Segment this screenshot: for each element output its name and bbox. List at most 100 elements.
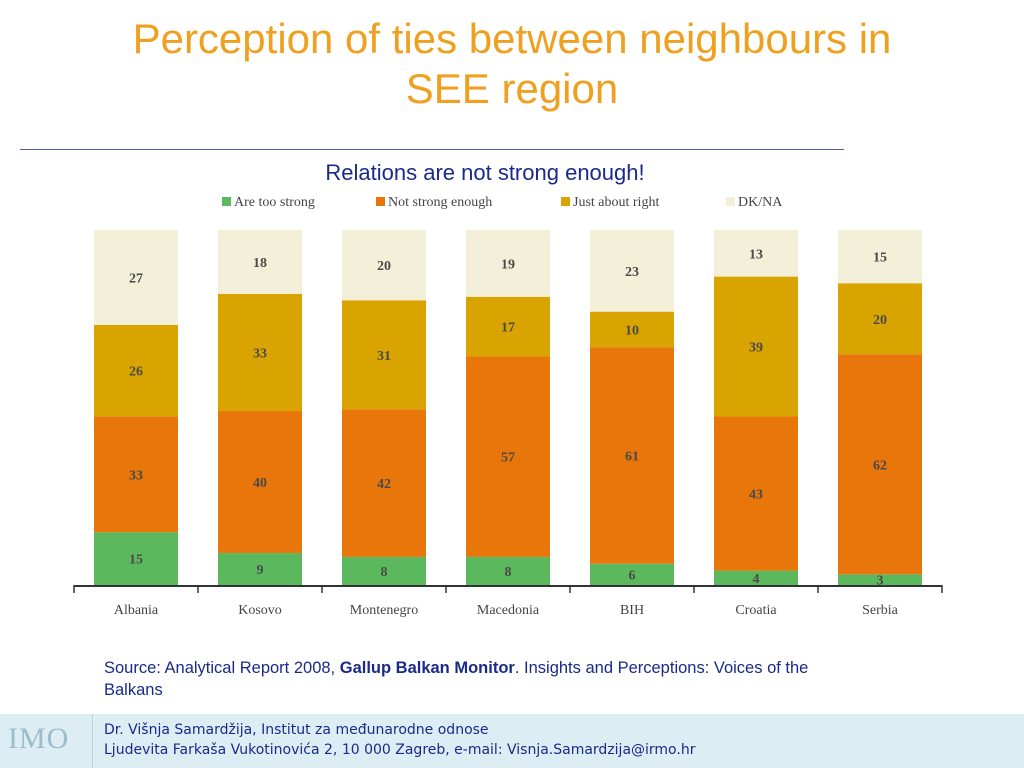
bar-segment-just-about-right — [714, 276, 798, 417]
legend-item-not-strong-enough: Not strong enough — [376, 195, 492, 210]
data-label: 57 — [501, 451, 515, 466]
legend-label: DK/NA — [738, 195, 783, 210]
data-label: 8 — [381, 565, 388, 580]
bar-segment-not-strong-enough — [466, 356, 550, 557]
bar-segment-dk-na — [466, 230, 550, 297]
title-divider — [20, 149, 844, 150]
bar-group-macedonia: 8 57 17 19 — [466, 230, 550, 585]
stacked-bar-chart: Are too strong Not strong enough Just abou… — [73, 195, 943, 618]
x-tick-label: Albania — [114, 603, 159, 618]
data-label: 15 — [129, 553, 143, 568]
data-label: 33 — [253, 346, 267, 361]
bar-segment-are-too-strong — [838, 574, 922, 585]
legend-swatch — [561, 197, 570, 206]
bar-segment-not-strong-enough — [590, 347, 674, 564]
source-note: Source: Analytical Report 2008, Gallup B… — [104, 657, 864, 701]
bar-group-albania: 15 33 26 27 — [94, 230, 178, 585]
source-suffix: . Insights and Perceptions: Voices of th… — [104, 659, 809, 699]
x-tick-label: Montenegro — [350, 603, 418, 618]
chart-legend: Are too strong Not strong enough Just abou… — [222, 195, 783, 210]
bar-segment-dk-na — [218, 230, 302, 294]
data-label: 42 — [377, 477, 391, 492]
data-label: 39 — [749, 341, 763, 356]
data-label: 3 — [877, 574, 884, 589]
bar-segment-dk-na — [590, 230, 674, 312]
data-label: 43 — [749, 488, 763, 503]
bar-segment-dk-na — [94, 230, 178, 325]
data-label: 9 — [257, 563, 264, 578]
footer-address: Ljudevita Farkaša Vukotinovića 2, 10 000… — [104, 742, 696, 758]
data-label: 26 — [129, 365, 143, 380]
x-tick-label: BIH — [620, 603, 644, 618]
data-label: 4 — [753, 572, 760, 587]
bar-segment-just-about-right — [466, 296, 550, 357]
legend-swatch — [726, 197, 735, 206]
data-label: 31 — [377, 349, 391, 364]
bar-segment-just-about-right — [218, 293, 302, 412]
data-label: 6 — [629, 568, 636, 583]
data-label: 27 — [129, 271, 143, 286]
data-label: 10 — [625, 323, 639, 338]
bar-segment-not-strong-enough — [714, 416, 798, 571]
chart-x-axis: Albania Kosovo Montenegro Macedonia BIH Croat… — [73, 585, 943, 618]
legend-swatch — [222, 197, 231, 206]
data-label: 19 — [501, 257, 515, 272]
bar-segment-are-too-strong — [590, 563, 674, 585]
x-tick-label: Serbia — [862, 603, 899, 618]
data-label: 61 — [625, 449, 639, 464]
x-tick-label: Macedonia — [477, 603, 540, 618]
x-tick-label: Kosovo — [238, 603, 282, 618]
data-label: 8 — [505, 565, 512, 580]
data-label: 40 — [253, 476, 267, 491]
slide-title-line1: Perception of ties between neighbours in — [132, 15, 892, 62]
bar-group-bih: 6 61 10 23 — [590, 230, 674, 585]
legend-item-are-too-strong: Are too strong — [222, 195, 315, 210]
legend-label: Not strong enough — [388, 195, 492, 210]
chart-subtitle: Relations are not strong enough! — [325, 160, 645, 185]
bar-group-croatia: 4 43 39 13 — [714, 230, 798, 587]
bar-segment-not-strong-enough — [342, 409, 426, 557]
bar-segment-are-too-strong — [466, 556, 550, 585]
legend-item-dk-na: DK/NA — [726, 195, 783, 210]
chart-bars: 15 33 26 27 9 40 33 18 8 42 31 20 8 57 17 19 6 61 10 23 4 43 3… — [94, 230, 922, 589]
slide-title-line2: SEE region — [405, 65, 619, 112]
data-label: 13 — [749, 247, 763, 262]
data-label: 18 — [253, 256, 267, 271]
data-label: 33 — [129, 468, 143, 483]
bar-segment-not-strong-enough — [218, 411, 302, 554]
data-label: 17 — [501, 321, 515, 336]
legend-item-just-about-right: Just about right — [561, 195, 659, 210]
footer-logo-box: IMO — [0, 714, 93, 768]
legend-swatch — [376, 197, 385, 206]
bar-segment-are-too-strong — [218, 553, 302, 585]
footer-bar: IMO Dr. Višnja Samardžija, Institut za m… — [0, 714, 1024, 768]
bar-segment-just-about-right — [94, 324, 178, 417]
bar-segment-just-about-right — [838, 283, 922, 355]
imo-logo: IMO — [8, 722, 70, 755]
bar-segment-are-too-strong — [714, 570, 798, 585]
bar-segment-just-about-right — [342, 300, 426, 410]
bar-segment-are-too-strong — [94, 532, 178, 585]
bar-segment-not-strong-enough — [838, 354, 922, 575]
source-prefix: Source: Analytical Report 2008, — [104, 659, 340, 677]
footer-author: Dr. Višnja Samardžija, Institut za međun… — [104, 722, 489, 738]
data-label: 20 — [377, 259, 391, 274]
bar-segment-dk-na — [714, 230, 798, 277]
bar-segment-dk-na — [838, 230, 922, 284]
data-label: 62 — [873, 458, 887, 473]
x-tick-label: Croatia — [735, 603, 777, 618]
legend-label: Are too strong — [234, 195, 315, 210]
data-label: 23 — [625, 265, 639, 280]
bar-segment-are-too-strong — [342, 556, 426, 585]
legend-label: Just about right — [573, 195, 659, 210]
bar-group-montenegro: 8 42 31 20 — [342, 230, 426, 585]
slide-title: Perception of ties between neighbours in… — [0, 14, 1024, 114]
bar-segment-not-strong-enough — [94, 416, 178, 533]
bar-segment-just-about-right — [590, 311, 674, 348]
data-label: 20 — [873, 313, 887, 328]
data-label: 15 — [873, 251, 887, 266]
source-bold: Gallup Balkan Monitor — [339, 659, 515, 677]
bar-group-kosovo: 9 40 33 18 — [218, 230, 302, 585]
bar-group-serbia: 3 62 20 15 — [838, 230, 922, 589]
bar-segment-dk-na — [342, 230, 426, 301]
